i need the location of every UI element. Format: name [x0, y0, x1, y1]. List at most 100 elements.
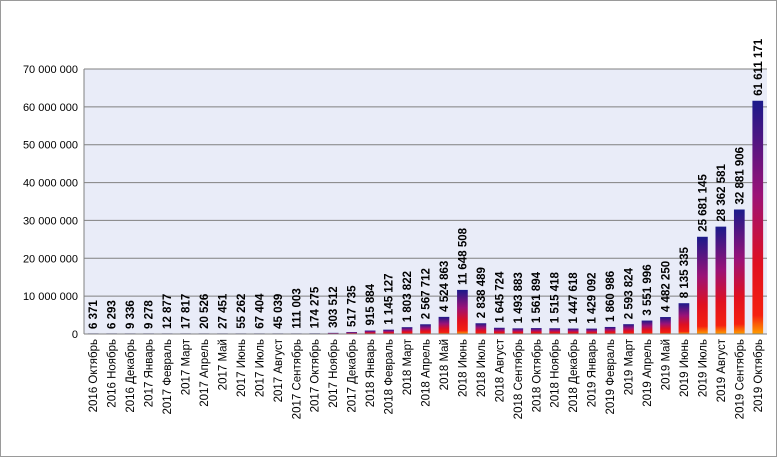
data-label: 11 648 508	[457, 227, 469, 285]
x-tick-label: 2017 Февраль	[162, 339, 174, 415]
data-label: 9 336	[125, 300, 137, 329]
x-tick-label: 2018 Март	[402, 338, 414, 395]
bar	[420, 324, 431, 334]
bar	[438, 316, 450, 334]
data-label: 111 003	[291, 288, 303, 328]
x-tick-label: 2018 Май	[439, 339, 451, 390]
bar	[733, 209, 745, 334]
x-tick-label: 2019 Октябрь	[753, 339, 765, 412]
x-tick-label: 2018 Декабрь	[568, 339, 580, 413]
bar	[604, 326, 616, 334]
x-tick-label: 2018 Июнь	[457, 339, 469, 397]
data-label: 1 645 724	[494, 271, 506, 323]
data-label: 1 860 986	[605, 271, 617, 322]
x-tick-label: 2018 Апрель	[421, 339, 433, 407]
x-tick-label: 2017 Ноябрь	[328, 339, 340, 408]
bar	[457, 289, 468, 334]
data-label: 2 567 712	[421, 268, 433, 319]
data-label: 12 877	[162, 294, 174, 329]
x-tick-label: 2019 Апрель	[642, 339, 654, 407]
y-tick-label: 10 000 000	[23, 291, 78, 303]
x-tick-label: 2017 Июль	[254, 339, 266, 397]
data-label: 3 551 996	[642, 264, 654, 315]
bar	[660, 317, 671, 334]
y-tick-label: 30 000 000	[23, 215, 78, 227]
bar	[549, 328, 561, 334]
y-tick-label: 60 000 000	[23, 102, 78, 114]
data-label: 28 362 581	[716, 163, 728, 221]
bar	[678, 303, 690, 334]
bar	[715, 226, 727, 334]
data-label: 2 838 489	[476, 267, 488, 318]
y-tick-label: 20 000 000	[23, 253, 78, 265]
bar	[623, 324, 634, 334]
data-label: 1 803 822	[402, 271, 414, 322]
x-tick-label: 2016 Ноябрь	[107, 339, 119, 408]
x-tick-label: 2017 Март	[181, 338, 193, 395]
bar	[752, 100, 764, 334]
x-tick-label: 2018 Сентябрь	[513, 339, 525, 419]
data-label: 20 526	[199, 294, 211, 329]
data-labels: 6 371 6 293 9 336 9 278 12 877 17 817 20 526 27…	[88, 38, 765, 329]
data-label: 174 275	[310, 286, 322, 328]
bar	[530, 328, 542, 334]
x-tick-label: 2017 Июнь	[236, 339, 248, 397]
bar	[327, 332, 339, 334]
data-label: 2 593 824	[624, 267, 636, 319]
y-tick-label: 50 000 000	[23, 140, 78, 152]
data-label: 6 371	[88, 300, 100, 329]
x-tick-label: 2016 Декабрь	[125, 339, 137, 413]
x-tick-label: 2017 Январь	[144, 339, 156, 407]
x-tick-label: 2019 Май	[660, 339, 672, 390]
data-label: 4 524 863	[439, 261, 451, 312]
y-tick-label: 40 000 000	[23, 178, 78, 190]
data-label: 8 135 335	[679, 246, 691, 298]
data-label: 6 293	[107, 300, 119, 329]
x-tick-label: 2019 Август	[716, 338, 728, 402]
bar	[512, 328, 524, 334]
x-tick-label: 2019 Июнь	[679, 339, 691, 397]
x-tick-label: 2016 Октябрь	[88, 339, 100, 412]
x-tick-label: 2018 Октябрь	[531, 339, 543, 412]
data-label: 61 611 171	[753, 38, 765, 96]
plot-area	[84, 69, 767, 334]
bar	[475, 323, 487, 334]
x-tick-label: 2017 Октябрь	[310, 339, 322, 412]
y-axis-tick-labels: 0 10 000 000 20 000 000 30 000 000 40 000 00…	[23, 64, 78, 341]
data-label: 55 262	[236, 294, 248, 329]
bar	[586, 328, 597, 334]
y-tick-label: 0	[72, 329, 78, 341]
data-label: 1 561 894	[531, 271, 543, 323]
data-label: 25 681 145	[697, 174, 709, 232]
bar	[346, 332, 358, 334]
x-tick-label: 2017 Август	[273, 338, 285, 402]
x-axis-tick-labels: 2016 Октябрь 2016 Ноябрь 2016 Декабрь 2017 …	[88, 338, 765, 419]
data-label: 1 493 883	[513, 272, 525, 323]
bar	[383, 329, 394, 334]
x-tick-label: 2018 Февраль	[384, 339, 396, 415]
data-label: 17 817	[181, 294, 193, 329]
data-label: 1 447 618	[568, 272, 580, 324]
x-tick-label: 2018 Ноябрь	[550, 339, 562, 408]
x-tick-label: 2019 Март	[624, 338, 636, 395]
bar	[493, 327, 505, 334]
x-tick-label: 2017 Апрель	[199, 339, 211, 407]
x-tick-label: 2018 Июль	[476, 339, 488, 397]
x-tick-label: 2018 Январь	[365, 339, 377, 407]
data-label: 45 039	[273, 294, 285, 329]
x-tick-label: 2017 Декабрь	[347, 339, 359, 413]
bar	[697, 236, 708, 334]
x-tick-label: 2017 Сентябрь	[291, 339, 303, 419]
data-label: 915 884	[365, 283, 377, 325]
bar	[567, 328, 579, 334]
data-label: 1 145 127	[384, 273, 396, 324]
x-tick-label: 2019 Февраль	[605, 339, 617, 415]
gridlines	[84, 68, 767, 297]
data-label: 4 482 250	[660, 261, 672, 312]
data-label: 1 429 092	[587, 272, 599, 323]
x-tick-label: 2019 Сентябрь	[734, 339, 746, 419]
x-tick-label: 2019 Июль	[697, 339, 709, 397]
data-label: 517 735	[347, 285, 359, 327]
data-label: 303 512	[328, 286, 340, 328]
x-tick-label: 2018 Август	[494, 338, 506, 402]
